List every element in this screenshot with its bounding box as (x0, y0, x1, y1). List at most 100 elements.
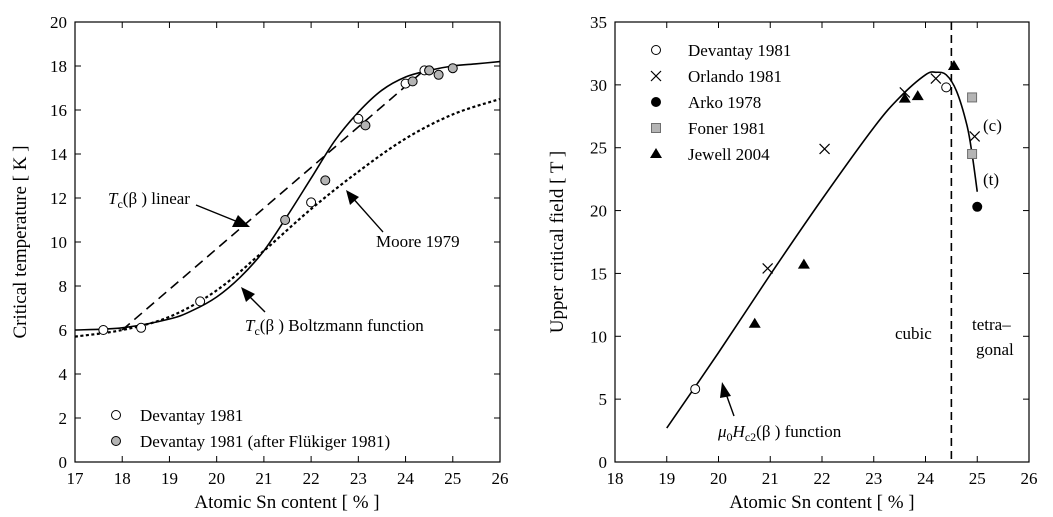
hc2-y-axis-label: Upper critical field [ T ] (547, 151, 568, 333)
hc2-y-tick-label: 10 (590, 327, 607, 346)
hc2-y-tick-label: 35 (590, 13, 607, 32)
tc-y-tick-label: 4 (59, 365, 68, 384)
tetragonal-label-line1: tetra– (972, 315, 1011, 334)
foner-tetragonal-label: (t) (983, 170, 999, 189)
hc2-function-arrow-head (720, 382, 731, 398)
tc-x-tick-label: 19 (161, 469, 178, 488)
hc2-point-filled-triangle (911, 90, 924, 101)
hc2-x-tick-label: 26 (1021, 469, 1038, 488)
hc2-legend-label-jewell: Jewell 2004 (688, 145, 770, 164)
tc-y-tick-label: 12 (50, 189, 67, 208)
foner-cubic-label: (c) (983, 116, 1002, 135)
tc-x-tick-label: 21 (255, 469, 272, 488)
tc-y-tick-label: 0 (59, 453, 68, 472)
tc-linear-annotation: Tc(β ) linear (108, 189, 190, 211)
tc-point-gray-circle (424, 65, 435, 76)
hc2-x-tick-label: 22 (814, 469, 831, 488)
tc-point-gray-circle (407, 76, 418, 87)
hc2-x-axis-label: Atomic Sn content [ % ] (729, 492, 914, 513)
hc2-point-cross (819, 143, 831, 155)
tc-point-open-circle (195, 296, 206, 307)
tc-point-open-circle (353, 113, 364, 124)
tc-y-tick-label: 18 (50, 57, 67, 76)
tc-legend-marker-flukiger (111, 436, 121, 446)
tc-x-tick-label: 18 (114, 469, 131, 488)
tc-x-tick-label: 24 (397, 469, 415, 488)
tc-point-open-circle (98, 325, 109, 335)
tc-x-tick-label: 20 (208, 469, 225, 488)
hc2-y-tick-label: 15 (590, 264, 607, 283)
tc-y-tick-label: 2 (59, 409, 68, 428)
tc-point-gray-circle (360, 120, 371, 131)
hc2-legend-label-arko: Arko 1978 (688, 93, 761, 112)
hc2-y-tick-label: 30 (590, 76, 607, 95)
tc-curve-dashed (121, 65, 430, 331)
hc2-curve-solid (666, 71, 979, 429)
hc2-point-gray-square (967, 149, 978, 159)
hc2-point-filled-triangle (898, 92, 911, 103)
tc-legend-marker-devantay (111, 410, 121, 420)
tc-point-open-circle (136, 322, 147, 333)
hc2-legend-label-devantay: Devantay 1981 (688, 41, 791, 60)
hc2-point-cross (762, 262, 774, 274)
tc-point-gray-circle (447, 63, 458, 74)
tc-x-tick-label: 23 (350, 469, 367, 488)
tc-legend-label-devantay: Devantay 1981 (140, 406, 243, 425)
moore-annotation: Moore 1979 (376, 232, 460, 251)
tc-legend: Devantay 1981 Devantay 1981 (after Flüki… (111, 406, 390, 451)
tc-point-gray-circle (320, 175, 331, 186)
tc-y-axis-label: Critical temperature [ K ] (10, 145, 31, 338)
hc2-legend-marker-arko (651, 97, 661, 107)
tc-x-tick-label: 17 (67, 469, 85, 488)
tc-y-tick-label: 6 (59, 321, 68, 340)
hc2-x-tick-label: 19 (658, 469, 675, 488)
tetragonal-label-line2: gonal (976, 340, 1014, 359)
hc2-function-annotation: μ0Hc2(β ) function (717, 422, 842, 444)
moore-arrow-shaft (350, 195, 384, 233)
moore-arrow-head (346, 190, 359, 205)
hc2-point-filled-triangle (748, 317, 761, 328)
tc-y-tick-label: 8 (59, 277, 68, 296)
tc-point-gray-circle (433, 69, 444, 80)
hc2-point-open-circle (941, 82, 952, 93)
tc-x-axis-label: Atomic Sn content [ % ] (194, 492, 379, 513)
hc2-point-cross (899, 86, 911, 98)
hc2-point-open-circle (690, 384, 701, 395)
tc-x-tick-label: 22 (303, 469, 320, 488)
hc2-legend-marker-devantay (651, 45, 661, 55)
hc2-legend-marker-jewell (650, 148, 662, 158)
hc2-y-tick-label: 25 (590, 139, 607, 158)
hc2-plot-frame (614, 21, 1030, 463)
hc2-x-tick-label: 23 (865, 469, 882, 488)
hc2-legend-label-foner: Foner 1981 (688, 119, 766, 138)
hc2-point-filled-triangle (797, 258, 810, 269)
hc2-x-tick-label: 24 (917, 469, 935, 488)
hc2-legend-marker-foner (651, 123, 661, 133)
hc2-x-tick-label: 20 (710, 469, 727, 488)
hc2-x-tick-label: 18 (607, 469, 624, 488)
hc2-y-tick-label: 20 (590, 202, 607, 221)
hc2-point-filled-triangle (947, 60, 960, 70)
tc-boltzmann-annotation: Tc(β ) Boltzmann function (245, 316, 424, 338)
tc-boltzmann-arrow-head (241, 287, 255, 302)
tc-point-gray-circle (280, 215, 291, 225)
tc-curve-solid (74, 60, 501, 331)
hc2-legend-marker-orlando (650, 70, 662, 82)
hc2-chart: 18 19 20 21 22 23 24 25 26 0 5 10 15 20 25 30 35 Atomic … (547, 13, 1038, 513)
hc2-point-cross (969, 130, 981, 142)
hc2-x-tick-label: 21 (762, 469, 779, 488)
tc-legend-label-flukiger: Devantay 1981 (after Flükiger 1981) (140, 432, 390, 451)
tc-linear-arrow-head (232, 215, 250, 227)
tc-x-tick-label: 26 (492, 469, 509, 488)
tc-x-tick-label: 25 (444, 469, 461, 488)
hc2-x-tick-label: 25 (969, 469, 986, 488)
hc2-legend: Devantay 1981 Orlando 1981 Arko 1978 Fon… (650, 41, 791, 164)
hc2-point-filled-circle (972, 201, 983, 212)
tc-y-tick-label: 16 (50, 101, 67, 120)
tc-y-tick-label: 10 (50, 233, 67, 252)
hc2-point-cross (930, 73, 942, 84)
hc2-y-tick-label: 0 (599, 453, 608, 472)
hc2-point-gray-square (967, 92, 978, 103)
